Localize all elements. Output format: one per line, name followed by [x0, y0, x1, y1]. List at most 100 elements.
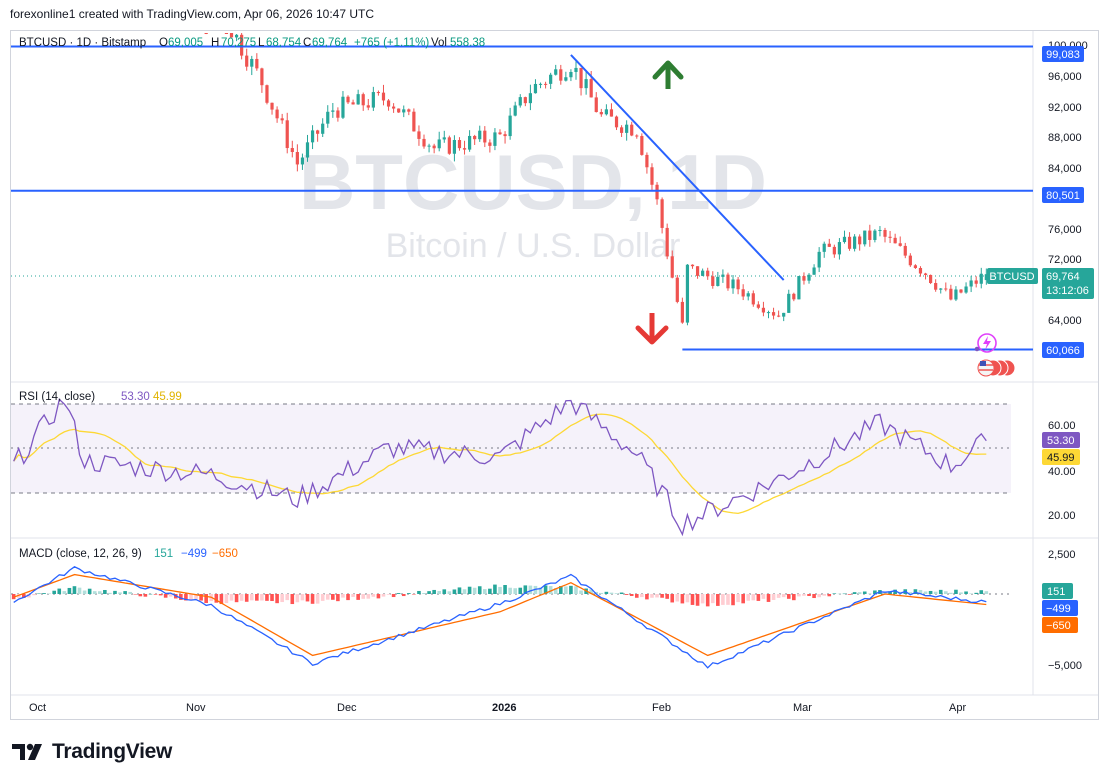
badge-lower-level[interactable]: 60,066	[1042, 342, 1084, 358]
macd-hist-bar	[528, 585, 533, 594]
candle-body	[488, 142, 492, 146]
macd-hist-bar	[194, 594, 198, 599]
arrow-up-icon[interactable]	[652, 60, 684, 89]
candle-body	[640, 136, 644, 155]
macd-hist-bar	[726, 594, 730, 605]
candle-body	[381, 92, 386, 101]
rsi-axis[interactable]: 60.00 40.00 20.00	[1048, 420, 1076, 522]
candle-body	[954, 289, 958, 300]
badge-macd-hist[interactable]: 151	[1042, 583, 1073, 599]
candle-body	[386, 100, 391, 107]
legend-h-value: 70,275	[221, 37, 256, 49]
candle-body	[746, 293, 750, 297]
macd-hist-bar	[22, 594, 26, 598]
us-flag-events-icon[interactable]	[977, 359, 1016, 377]
arrow-down-icon[interactable]	[635, 313, 669, 345]
macd-hist-bar	[320, 594, 325, 601]
macd-hist-bar	[645, 594, 649, 600]
macd-hist-bar	[331, 594, 335, 600]
price-tick: 92,000	[1048, 102, 1082, 114]
candle-body	[670, 256, 674, 278]
macd-hist-bar	[158, 594, 163, 596]
macd-hist-bar	[239, 594, 244, 601]
macd-hist-bar	[280, 594, 284, 603]
badge-symbol[interactable]: BTCUSD	[987, 268, 1038, 284]
candle-body	[726, 274, 730, 289]
macd-hist-bar	[62, 591, 67, 594]
candle-body	[893, 237, 897, 244]
time-axis[interactable]: Oct Nov Dec 2026 Feb Mar Apr	[29, 702, 966, 714]
candle-body	[473, 135, 477, 140]
candle-body	[300, 157, 305, 165]
macd-hist-bar	[913, 589, 918, 594]
macd-hist-bar	[792, 594, 796, 601]
macd-hist-bar	[270, 594, 274, 602]
rsi-title[interactable]: RSI (14, close)	[19, 391, 95, 403]
badge-last-price[interactable]: 69,764 13:12:06	[1042, 268, 1094, 299]
candle-body	[538, 83, 543, 85]
badge-macd-signal[interactable]: −650	[1042, 617, 1078, 633]
candle-body	[564, 77, 568, 81]
macd-hist-bar	[57, 588, 62, 594]
candle-body	[270, 102, 274, 110]
macd-hist-bar	[741, 594, 745, 604]
watermark-subtitle: Bitcoin / U.S. Dollar	[386, 227, 681, 265]
candle-body	[432, 145, 436, 149]
svg-text:99,083: 99,083	[1046, 49, 1080, 61]
macd-axis[interactable]: 2,500 −5,000	[1048, 549, 1082, 672]
macd-hist-bar	[422, 593, 426, 594]
tradingview-logo[interactable]: TradingView	[12, 738, 172, 766]
macd-hist-bar	[797, 594, 801, 597]
macd-hist-bar	[92, 591, 97, 594]
candle-body	[695, 266, 700, 276]
candle-body	[594, 97, 598, 113]
candle-body	[427, 145, 431, 147]
chart-frame: BTCUSD, 1D Bitcoin / U.S. Dollar	[10, 30, 1099, 720]
macd-hist-bar	[300, 594, 305, 601]
macd-hist-bar	[695, 594, 700, 606]
candle-body	[934, 283, 938, 290]
candle-body	[837, 242, 842, 255]
candle-body	[711, 276, 715, 286]
candle-body	[903, 245, 907, 256]
badge-rsi-value[interactable]: 53.30	[1042, 432, 1080, 448]
macd-hist-bar	[543, 585, 548, 594]
candle-body	[853, 236, 857, 249]
macd-hist-bar	[336, 594, 340, 602]
rsi-value: 53.30	[121, 391, 150, 403]
candle-body	[285, 120, 289, 149]
legend-symbol[interactable]: BTCUSD · 1D · Bitstamp	[19, 37, 146, 49]
legend-l-label: L	[258, 37, 265, 49]
macd-hist-bar	[462, 589, 467, 594]
candle-body	[478, 130, 482, 140]
candle-body	[630, 124, 634, 136]
macd-title[interactable]: MACD (close, 12, 26, 9)	[19, 548, 142, 560]
candle-body	[949, 288, 953, 300]
macd-hist-bar	[386, 594, 391, 595]
candle-body	[777, 315, 781, 317]
macd-hist-bar	[37, 593, 41, 595]
badge-macd-line[interactable]: −499	[1042, 600, 1078, 616]
candle-body	[599, 112, 603, 115]
time-tick: Nov	[186, 702, 206, 714]
candle-body	[442, 137, 446, 140]
macd-hist-bar	[868, 593, 872, 595]
macd-hist-bar	[852, 592, 857, 594]
chart-canvas[interactable]: BTCUSD, 1D Bitcoin / U.S. Dollar	[11, 31, 1098, 719]
macd-hist-bar	[984, 591, 989, 594]
badge-upper-level[interactable]: 99,083	[1042, 46, 1084, 62]
macd-hist-bar	[391, 594, 396, 598]
badge-rsi-ma[interactable]: 45.99	[1042, 449, 1080, 465]
macd-hist-bar	[817, 594, 821, 598]
macd-hist-bar	[163, 594, 168, 598]
svg-text:13:12:06: 13:12:06	[1046, 285, 1089, 297]
macd-legend: MACD (close, 12, 26, 9) 151 −499 −650	[19, 548, 238, 560]
candle-body	[559, 69, 563, 81]
badge-mid-level[interactable]: 80,501	[1042, 187, 1084, 203]
candle-body	[716, 276, 720, 286]
candle-body	[660, 199, 664, 228]
candle-body	[619, 127, 624, 133]
macd-hist-bar	[518, 587, 523, 594]
candle-body	[331, 110, 335, 112]
lightning-event-icon[interactable]	[974, 333, 997, 353]
